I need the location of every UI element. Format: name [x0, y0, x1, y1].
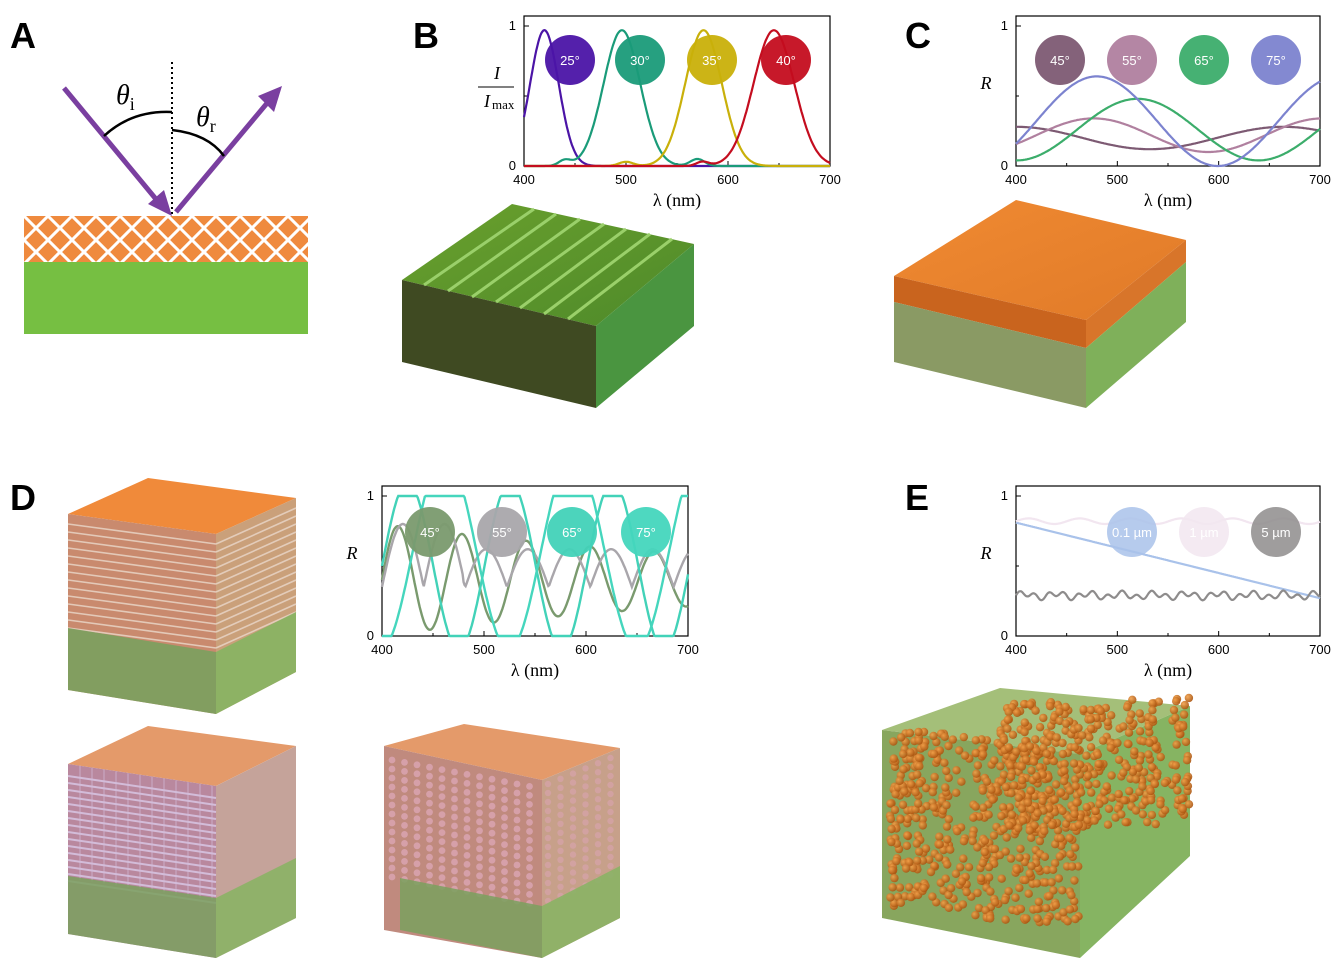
- legend-label-2: 35°: [702, 53, 722, 68]
- x-tick-label: 400: [371, 642, 393, 657]
- x-tick-label: 400: [1005, 642, 1027, 657]
- theta-i-label: θi: [116, 80, 135, 114]
- x-tick-label: 700: [1309, 172, 1331, 187]
- legend-label-1: 55°: [1122, 53, 1142, 68]
- panel-d-sphere-lattice-cube: [384, 724, 620, 958]
- legend-label-2: 65°: [562, 525, 582, 540]
- series-line-2: [1016, 591, 1320, 601]
- chart-b: 400 500 600 700 0 1 λ (nm) II max 25° 30° 35° 40°: [478, 16, 841, 211]
- panel-d-multilayer-cube: [68, 478, 296, 714]
- panel-b-block: [402, 204, 694, 408]
- reflection-angle-arc: [172, 130, 224, 156]
- y-tick-label: 1: [1001, 18, 1008, 33]
- panel-letter-e: E: [905, 477, 929, 518]
- legend-label-2: 65°: [1194, 53, 1214, 68]
- theta-r-label: θr: [196, 102, 216, 136]
- panel-letter-b: B: [413, 15, 439, 56]
- legend-label-3: 75°: [636, 525, 656, 540]
- x-tick-label: 600: [717, 172, 739, 187]
- panel-d-rod-cube: [68, 726, 296, 958]
- legend-label-3: 40°: [776, 53, 796, 68]
- x-tick-label: 700: [819, 172, 841, 187]
- legend-label-0: 25°: [560, 53, 580, 68]
- y-axis-label-subscript: max: [492, 97, 515, 112]
- x-tick-label: 500: [1106, 642, 1128, 657]
- legend-label-1: 30°: [630, 53, 650, 68]
- y-tick-label: 0: [509, 158, 516, 173]
- chart-e: 400 500 600 700 0 1 λ (nm) R 0.1 µm 1 µm 5 µm: [980, 486, 1331, 681]
- reflected-ray: [176, 102, 268, 212]
- chart-c: 400 500 600 700 0 1 λ (nm) R 45° 55° 65° 75°: [980, 16, 1331, 211]
- x-axis-label: λ (nm): [511, 660, 559, 681]
- legend-label-0: 45°: [420, 525, 440, 540]
- y-tick-label: 1: [509, 18, 516, 33]
- x-tick-label: 700: [1309, 642, 1331, 657]
- coating-layer: [24, 216, 308, 262]
- panel-a-diagram: θi θr: [24, 62, 308, 334]
- legend-label-0: 0.1 µm: [1112, 525, 1152, 540]
- x-tick-label: 600: [1208, 172, 1230, 187]
- y-axis-label: R: [346, 543, 358, 563]
- y-tick-label: 1: [1001, 488, 1008, 503]
- x-tick-label: 500: [1106, 172, 1128, 187]
- y-axis-label-denominator: I: [483, 91, 491, 111]
- legend-label-0: 45°: [1050, 53, 1070, 68]
- x-tick-label: 500: [473, 642, 495, 657]
- incident-ray: [64, 88, 160, 204]
- x-axis-label: λ (nm): [1144, 660, 1192, 681]
- x-tick-label: 600: [575, 642, 597, 657]
- series-line-2: [1016, 99, 1320, 161]
- legend-label-3: 75°: [1266, 53, 1286, 68]
- legend-label-1: 1 µm: [1189, 525, 1218, 540]
- incidence-angle-arc: [104, 112, 172, 136]
- y-tick-label: 1: [367, 488, 374, 503]
- y-axis-label: R: [980, 543, 992, 563]
- x-tick-label: 400: [1005, 172, 1027, 187]
- panel-c-block: [894, 200, 1186, 408]
- panel-letter-c: C: [905, 15, 931, 56]
- y-axis-label: R: [980, 73, 992, 93]
- x-axis-label: λ (nm): [1144, 190, 1192, 211]
- chart-d: 400 500 600 700 0 1 λ (nm) R 45° 55° 65° 75°: [346, 486, 699, 681]
- substrate-layer: [24, 262, 308, 334]
- y-tick-label: 0: [1001, 628, 1008, 643]
- panel-e-random-sphere-cube: [882, 688, 1193, 958]
- legend-label-2: 5 µm: [1261, 525, 1290, 540]
- series-line-3: [1016, 76, 1320, 166]
- x-tick-label: 500: [615, 172, 637, 187]
- legend-label-1: 55°: [492, 525, 512, 540]
- x-axis-label: λ (nm): [653, 190, 701, 211]
- panel-letter-a: A: [10, 15, 36, 56]
- y-axis-label-numerator: I: [493, 63, 501, 83]
- y-tick-label: 0: [1001, 158, 1008, 173]
- x-tick-label: 400: [513, 172, 535, 187]
- panel-letter-d: D: [10, 477, 36, 518]
- x-tick-label: 700: [677, 642, 699, 657]
- y-tick-label: 0: [367, 628, 374, 643]
- x-tick-label: 600: [1208, 642, 1230, 657]
